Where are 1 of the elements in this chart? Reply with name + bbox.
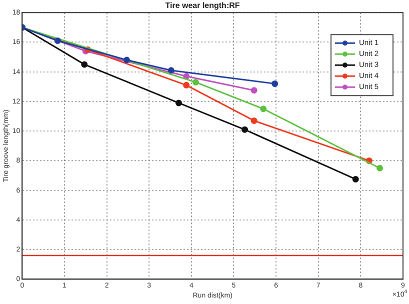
chart-title: Tire wear length:RF — [165, 1, 240, 10]
